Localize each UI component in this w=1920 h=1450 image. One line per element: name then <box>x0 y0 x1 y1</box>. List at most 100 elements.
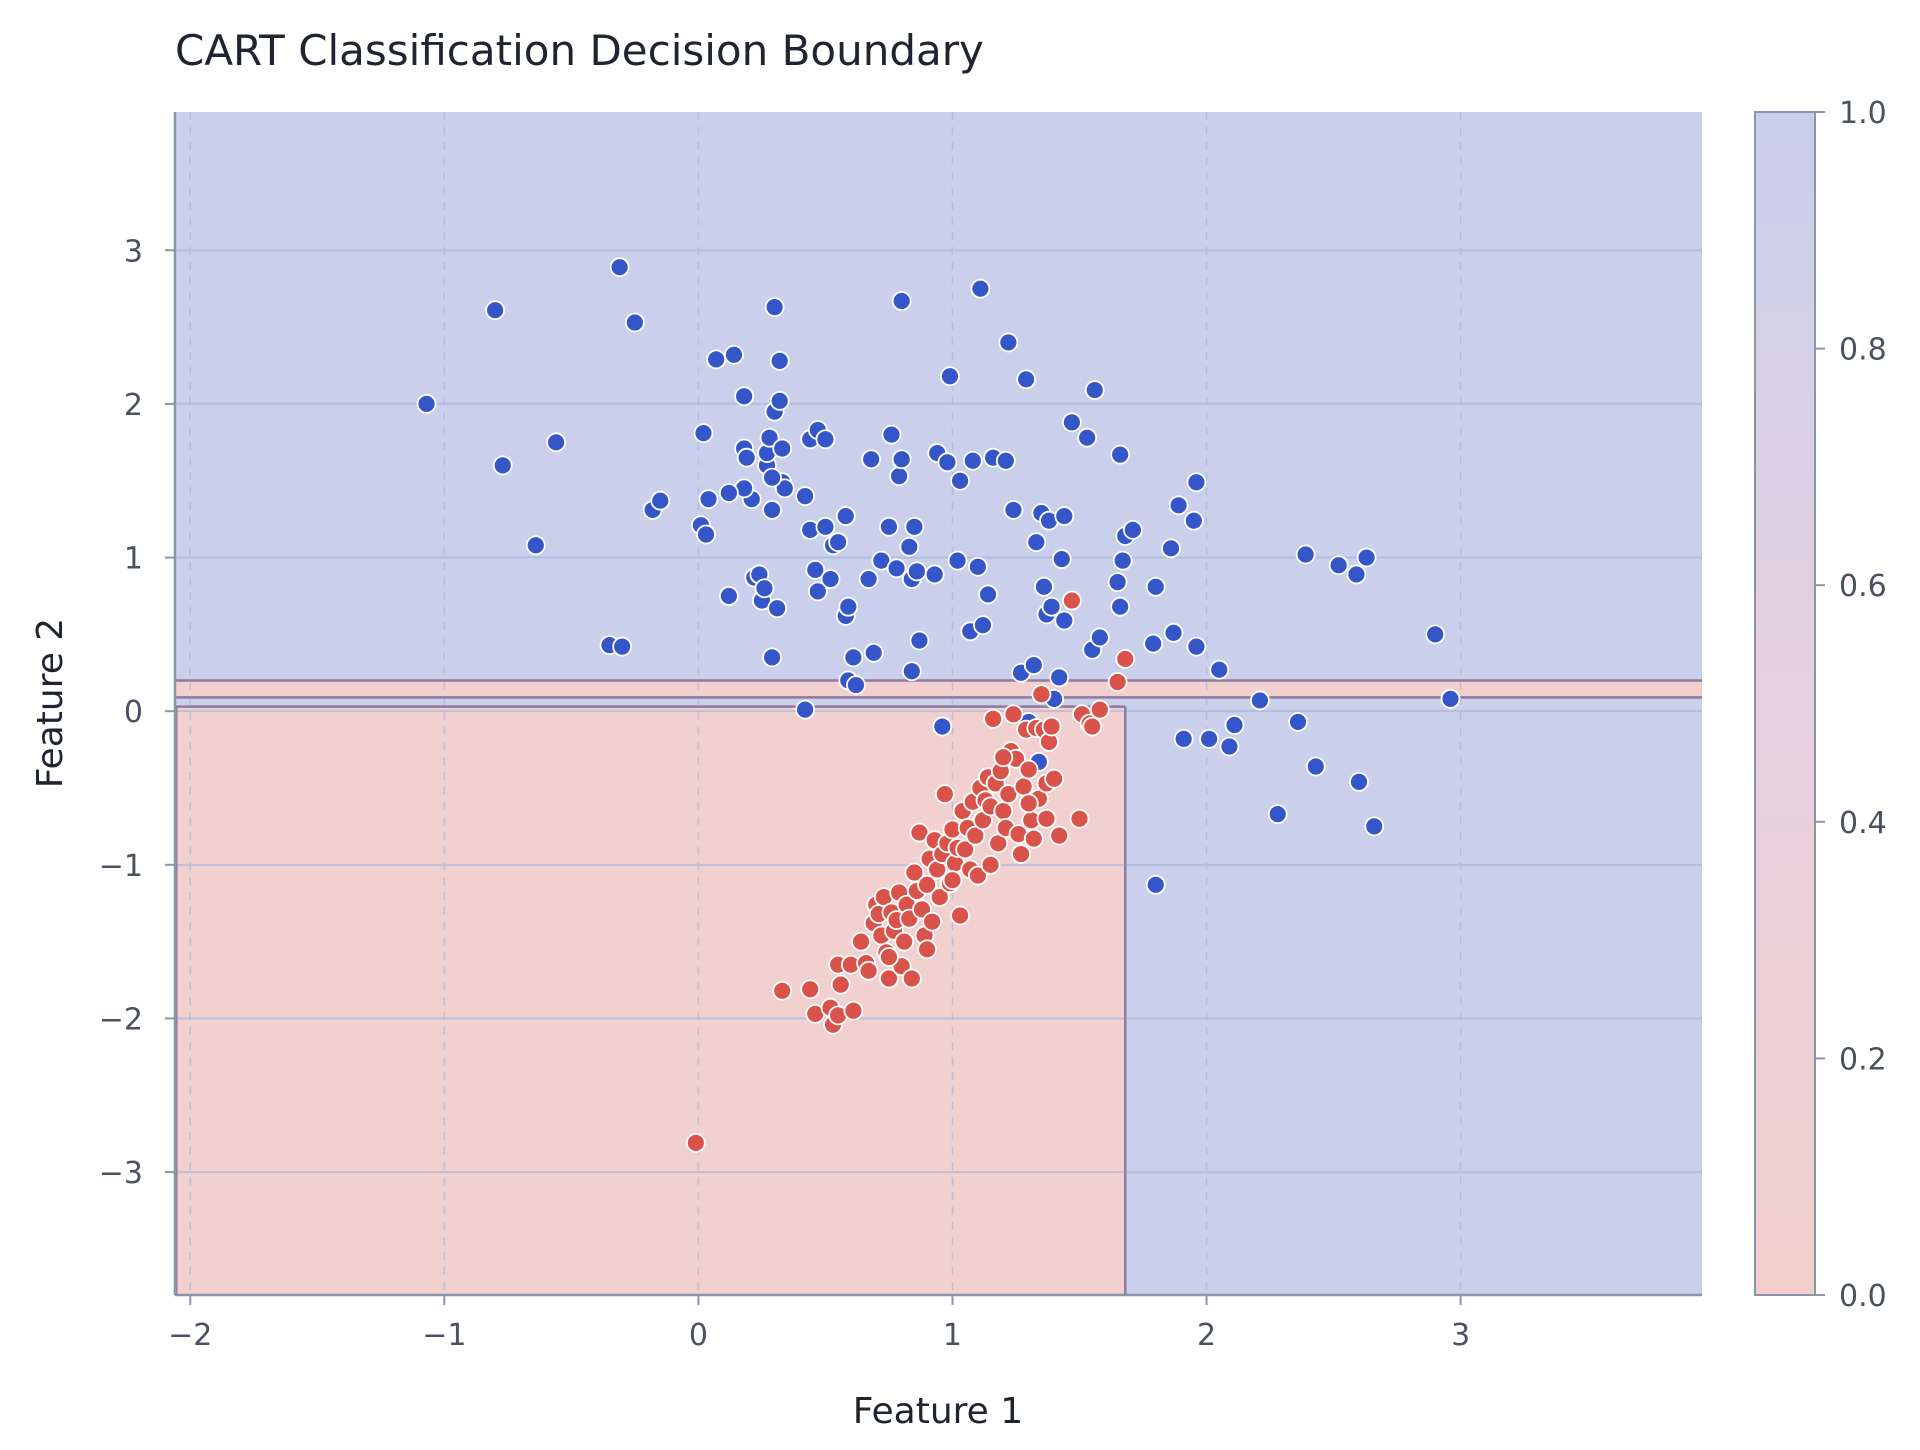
y-axis-label: Feature 2 <box>30 618 71 788</box>
data-point-class-1 <box>947 550 968 571</box>
data-point-class-1 <box>1049 667 1070 688</box>
data-point-class-1 <box>1161 538 1181 559</box>
data-point-class-0 <box>1061 590 1082 611</box>
data-point-class-1 <box>995 450 1016 471</box>
x-tick-label: −1 <box>422 1318 466 1353</box>
colorbar-tick-label: 0.6 <box>1839 569 1887 604</box>
data-point-class-1 <box>769 390 790 411</box>
data-point-class-0 <box>934 784 955 805</box>
data-point-class-1 <box>835 506 856 526</box>
data-point-class-0 <box>1031 684 1052 705</box>
data-point-class-0 <box>1011 844 1031 864</box>
colorbar-tick-label: 0.2 <box>1839 1042 1887 1077</box>
data-point-class-1 <box>693 423 714 444</box>
region-class-0 <box>175 680 1702 698</box>
data-point-class-0 <box>993 747 1014 768</box>
data-point-class-1 <box>815 516 836 537</box>
data-point-class-1 <box>1145 874 1166 895</box>
data-point-class-1 <box>932 716 953 737</box>
data-point-class-1 <box>1034 576 1054 597</box>
data-point-class-1 <box>1267 804 1288 825</box>
data-point-class-1 <box>1163 622 1184 643</box>
data-point-class-1 <box>970 278 991 299</box>
data-point-class-1 <box>718 483 739 503</box>
data-point-class-1 <box>1003 500 1024 520</box>
data-point-class-1 <box>774 478 795 499</box>
data-points <box>416 257 1461 1153</box>
data-point-class-0 <box>1115 649 1136 669</box>
data-point-class-0 <box>922 911 943 932</box>
data-point-class-0 <box>950 905 970 926</box>
colorbar-ticks: 0.0 0.2 0.4 0.6 0.8 1.0 <box>1815 96 1887 1314</box>
x-tick-label: 3 <box>1451 1318 1470 1353</box>
data-point-class-1 <box>1089 627 1110 648</box>
x-axis-label: Feature 1 <box>853 1391 1023 1432</box>
data-point-class-0 <box>1023 828 1044 849</box>
data-point-class-1 <box>706 349 727 370</box>
data-point-class-0 <box>879 968 899 989</box>
data-point-class-1 <box>805 559 826 580</box>
data-point-class-0 <box>843 1000 864 1021</box>
data-point-class-1 <box>1016 369 1037 390</box>
y-tick-label: 2 <box>124 388 143 423</box>
data-point-class-1 <box>973 615 993 636</box>
data-point-class-1 <box>764 297 785 318</box>
x-tick-label: 2 <box>1197 1318 1216 1353</box>
data-point-class-1 <box>1186 472 1207 493</box>
data-point-class-1 <box>1440 688 1461 709</box>
data-point-class-1 <box>1186 636 1207 657</box>
data-point-class-1 <box>546 432 567 453</box>
x-tick-label: 1 <box>943 1318 962 1353</box>
data-point-class-1 <box>624 312 645 333</box>
data-point-class-1 <box>724 344 744 365</box>
data-point-class-0 <box>955 839 976 860</box>
data-point-class-1 <box>1110 444 1131 465</box>
colorbar-tick-label: 0.4 <box>1839 806 1887 841</box>
axes <box>173 112 1702 1297</box>
data-point-class-1 <box>863 642 884 663</box>
data-point-class-1 <box>1199 728 1219 749</box>
region-class-1 <box>175 112 1702 681</box>
region-class-1 <box>1125 706 1702 1295</box>
data-point-class-0 <box>901 968 922 989</box>
region-class-1 <box>175 697 1702 707</box>
data-point-class-1 <box>1425 624 1446 645</box>
data-point-class-1 <box>762 500 782 520</box>
data-point-class-1 <box>1122 519 1143 540</box>
data-point-class-1 <box>696 524 716 545</box>
data-point-class-1 <box>998 332 1019 353</box>
decision-regions <box>175 112 1702 1295</box>
data-point-class-0 <box>929 887 950 907</box>
data-point-class-1 <box>978 584 998 605</box>
data-point-class-1 <box>807 581 828 602</box>
data-point-class-1 <box>1054 610 1075 631</box>
data-point-class-0 <box>1018 759 1039 780</box>
data-point-class-1 <box>795 699 816 720</box>
data-point-class-0 <box>1069 808 1090 829</box>
data-point-class-1 <box>759 427 780 448</box>
y-ticks: −3 −2 −1 0 1 2 3 <box>99 234 175 1191</box>
data-point-class-1 <box>1145 576 1166 597</box>
data-point-class-1 <box>1023 655 1044 675</box>
data-point-class-1 <box>1084 380 1105 400</box>
data-point-class-1 <box>858 569 879 589</box>
data-point-class-1 <box>881 424 902 445</box>
data-point-class-0 <box>980 854 1001 875</box>
y-tick-label: 1 <box>124 542 143 577</box>
data-point-class-0 <box>1107 672 1128 692</box>
data-point-class-1 <box>940 366 960 387</box>
data-point-class-1 <box>736 447 757 468</box>
data-point-class-0 <box>967 865 988 886</box>
data-point-class-0 <box>800 979 821 1000</box>
data-point-class-1 <box>1224 715 1245 735</box>
data-point-class-1 <box>1295 544 1316 565</box>
data-point-class-1 <box>485 300 506 321</box>
data-point-class-0 <box>894 931 915 952</box>
data-point-class-1 <box>1305 756 1326 777</box>
data-point-class-1 <box>1077 427 1098 448</box>
data-point-class-1 <box>838 596 859 617</box>
data-point-class-1 <box>1168 495 1189 516</box>
grid-lines <box>175 112 1702 1295</box>
data-point-class-1 <box>899 536 920 557</box>
data-point-class-1 <box>889 466 910 487</box>
